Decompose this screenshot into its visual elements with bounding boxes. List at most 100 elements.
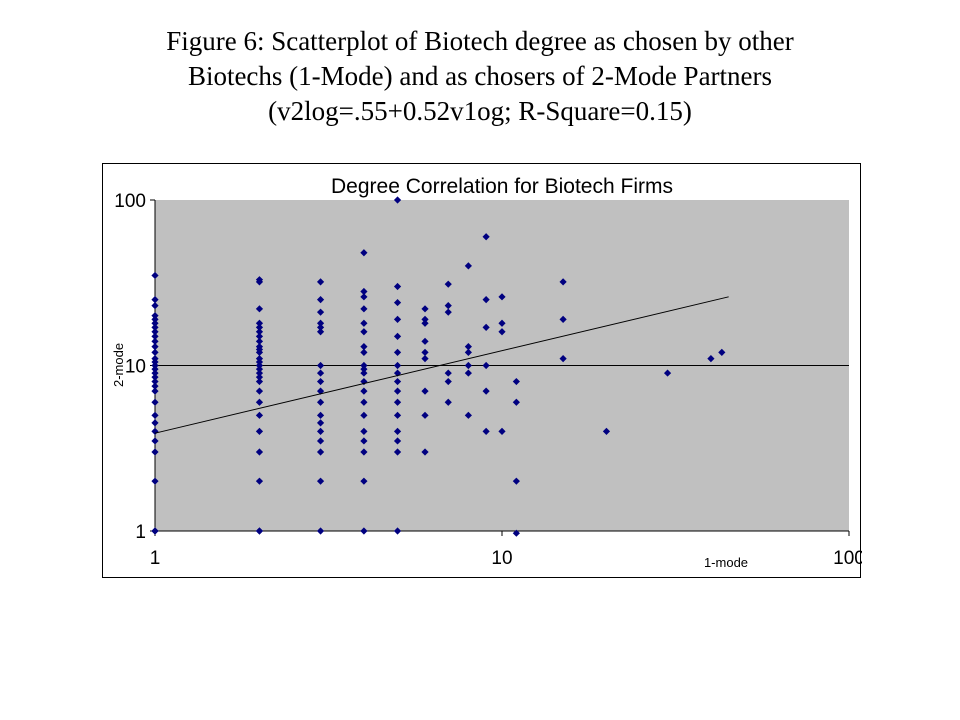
- data-point: [151, 419, 159, 427]
- data-point: [255, 361, 264, 370]
- data-point: [663, 369, 672, 377]
- data-point: [360, 377, 368, 386]
- data-point: [464, 361, 472, 370]
- data-point: [360, 448, 368, 456]
- data-point: [151, 382, 159, 390]
- data-point: [512, 377, 520, 386]
- data-point: [360, 319, 368, 327]
- data-point: [360, 527, 368, 535]
- data-point: [512, 529, 520, 537]
- x-tick-label: 100: [833, 548, 862, 569]
- data-point: [421, 348, 429, 356]
- data-point: [360, 293, 368, 301]
- data-point: [393, 448, 402, 456]
- data-point: [360, 328, 368, 336]
- x-axis-label: 1-mode: [704, 555, 748, 570]
- data-point: [360, 361, 368, 370]
- data-point: [482, 233, 490, 241]
- data-point: [360, 305, 368, 313]
- data-point: [151, 315, 159, 323]
- slide-title-line-3: (v2log=.55+0.52v1og; R-Square=0.15): [268, 96, 692, 126]
- data-point: [360, 387, 368, 395]
- data-point: [464, 348, 472, 356]
- scatter-chart: 100 10 11 10 100 Degree Correlation for Biot…: [111, 175, 862, 570]
- data-point: [444, 369, 452, 377]
- data-point: [421, 315, 429, 323]
- data-point: [559, 278, 567, 286]
- data-point: [316, 477, 325, 485]
- y-tick-label: 1: [135, 522, 146, 543]
- data-point: [512, 398, 520, 406]
- trend-layer: [154, 296, 729, 434]
- slide-title: Figure 6: Scatterplot of Biotech degree …: [60, 24, 900, 129]
- data-point: [151, 437, 159, 445]
- data-point: [255, 328, 264, 336]
- data-point: [360, 398, 368, 406]
- data-point: [464, 262, 472, 270]
- trendline: [154, 296, 729, 434]
- data-point: [602, 427, 611, 435]
- data-point: [151, 361, 159, 370]
- data-point: [360, 365, 368, 373]
- data-point: [512, 477, 520, 485]
- y-tick-label: 10: [125, 357, 146, 378]
- data-point: [360, 249, 368, 257]
- data-point: [151, 377, 159, 386]
- tick-layer: 100 10 11 10 100: [114, 191, 862, 569]
- data-point: [421, 448, 429, 456]
- data-point: [421, 305, 429, 313]
- data-point: [360, 427, 368, 435]
- data-point: [360, 477, 368, 485]
- data-point: [360, 343, 368, 351]
- data-point: [360, 287, 368, 296]
- data-point: [151, 398, 159, 406]
- data-point: [360, 437, 368, 445]
- data-point: [316, 296, 325, 304]
- data-point: [360, 348, 368, 356]
- data-point: [360, 369, 368, 377]
- data-point: [482, 296, 490, 304]
- y-axis-label: 2-mode: [111, 343, 126, 387]
- data-point: [255, 477, 264, 485]
- data-point: [393, 427, 402, 435]
- data-point: [151, 332, 159, 340]
- data-point: [498, 427, 506, 435]
- data-point: [151, 411, 159, 419]
- data-point: [498, 293, 506, 301]
- x-tick-label: 1: [150, 548, 161, 569]
- data-point: [151, 365, 159, 373]
- data-point: [393, 315, 402, 323]
- data-point: [464, 369, 472, 377]
- data-point: [360, 411, 368, 419]
- data-point: [393, 282, 402, 291]
- data-point: [393, 348, 402, 356]
- data-point: [255, 527, 264, 535]
- data-point: [255, 348, 264, 356]
- data-point: [151, 328, 159, 336]
- data-point: [151, 527, 159, 535]
- data-point: [316, 361, 325, 370]
- chart-frame: 100 10 1 1 10 100 Degree Correlation for Biot…: [102, 163, 862, 578]
- data-point: [393, 437, 402, 445]
- data-point: [559, 315, 567, 323]
- data-point: [482, 361, 490, 370]
- data-point: [464, 411, 472, 419]
- data-point: [151, 302, 159, 310]
- chart-title: Degree Correlation for Biotech Firms: [331, 175, 673, 198]
- data-point: [151, 348, 159, 356]
- data-point: [255, 448, 264, 456]
- data-point: [393, 196, 402, 204]
- data-point: [316, 328, 325, 336]
- data-point: [393, 527, 402, 535]
- y-tick-label: 100: [114, 191, 146, 212]
- slide-title-line-1: Figure 6: Scatterplot of Biotech degree …: [166, 26, 794, 56]
- slide-title-line-2: Biotechs (1-Mode) and as chosers of 2-Mo…: [187, 61, 773, 91]
- data-point: [444, 302, 452, 310]
- data-point: [718, 348, 726, 356]
- data-point: [559, 355, 567, 363]
- data-point: [255, 305, 264, 313]
- data-point: [255, 427, 264, 435]
- data-point: [151, 369, 159, 377]
- data-point: [464, 343, 472, 351]
- x-tick-label: 10: [491, 548, 512, 569]
